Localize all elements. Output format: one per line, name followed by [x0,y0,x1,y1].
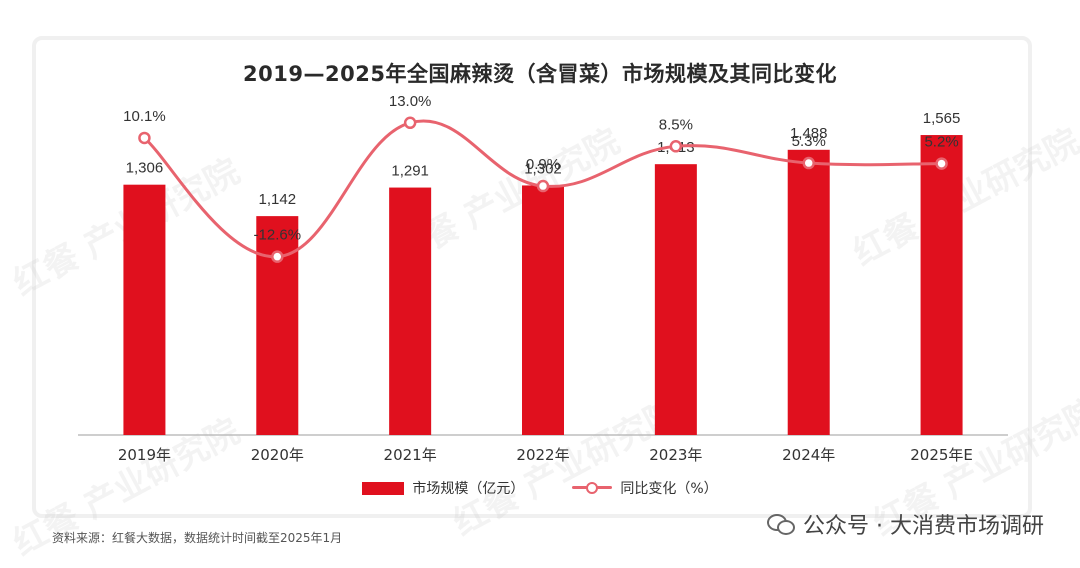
legend-swatch-bar [362,481,405,495]
bar-value-label: 1,291 [391,163,429,180]
legend-label-bar: 市场规模（亿元） [412,481,525,497]
wechat-account[interactable]: 公众号 · 大消费市场调研 [767,508,1044,540]
line-value-label: 10.1% [123,108,166,125]
bar-value-label: 1,306 [126,160,164,177]
x-tick-label: 2021年 [384,446,437,464]
legend-item-bar[interactable]: 市场规模（亿元） [362,478,524,498]
line-point [935,157,948,170]
line-value-label: 5.2% [924,134,958,151]
bar-value-label: 1,302 [524,160,562,177]
line-value-label: 5.3% [792,133,826,150]
legend: 市场规模（亿元） 同比变化（%） [0,478,1080,498]
line-point [403,116,417,130]
line-value-label: 0.9% [526,156,560,173]
bar [123,184,166,435]
x-tick-label: 2020年 [251,446,304,464]
line-value-label: -12.6% [254,227,302,244]
wechat-icon [767,512,796,536]
bar [522,185,564,435]
wechat-label: 公众号 · 大消费市场调研 [803,514,1044,539]
bar [256,216,299,435]
bar-value-label: 1,565 [923,110,961,127]
legend-label-line: 同比变化（%） [620,481,718,497]
line-point [669,140,683,153]
line-point [536,179,550,193]
bar [787,149,830,436]
x-tick-label: 2025年E [910,446,973,464]
legend-swatch-line [572,481,613,495]
line-point [138,131,151,145]
bar-value-label: 1,488 [790,125,828,142]
x-tick-label: 2022年 [516,446,569,464]
line-point [271,250,284,263]
bar [389,187,432,435]
x-tick-label: 2023年 [649,446,702,464]
legend-item-line[interactable]: 同比变化（%） [572,478,718,498]
x-tick-label: 2019年 [118,446,171,464]
x-tick-label: 2024年 [782,446,835,464]
line-point [802,156,815,170]
bar-value-label: 1,142 [259,191,297,208]
chart-title: 2019—2025年全国麻辣烫（含冒菜）市场规模及其同比变化 [243,62,837,86]
source-note: 资料来源：红餐大数据，数据统计时间截至2025年1月 [52,531,343,545]
line-value-label: 13.0% [389,93,432,110]
line-value-label: 8.5% [659,116,693,133]
bar [654,164,697,436]
bar [920,135,963,435]
